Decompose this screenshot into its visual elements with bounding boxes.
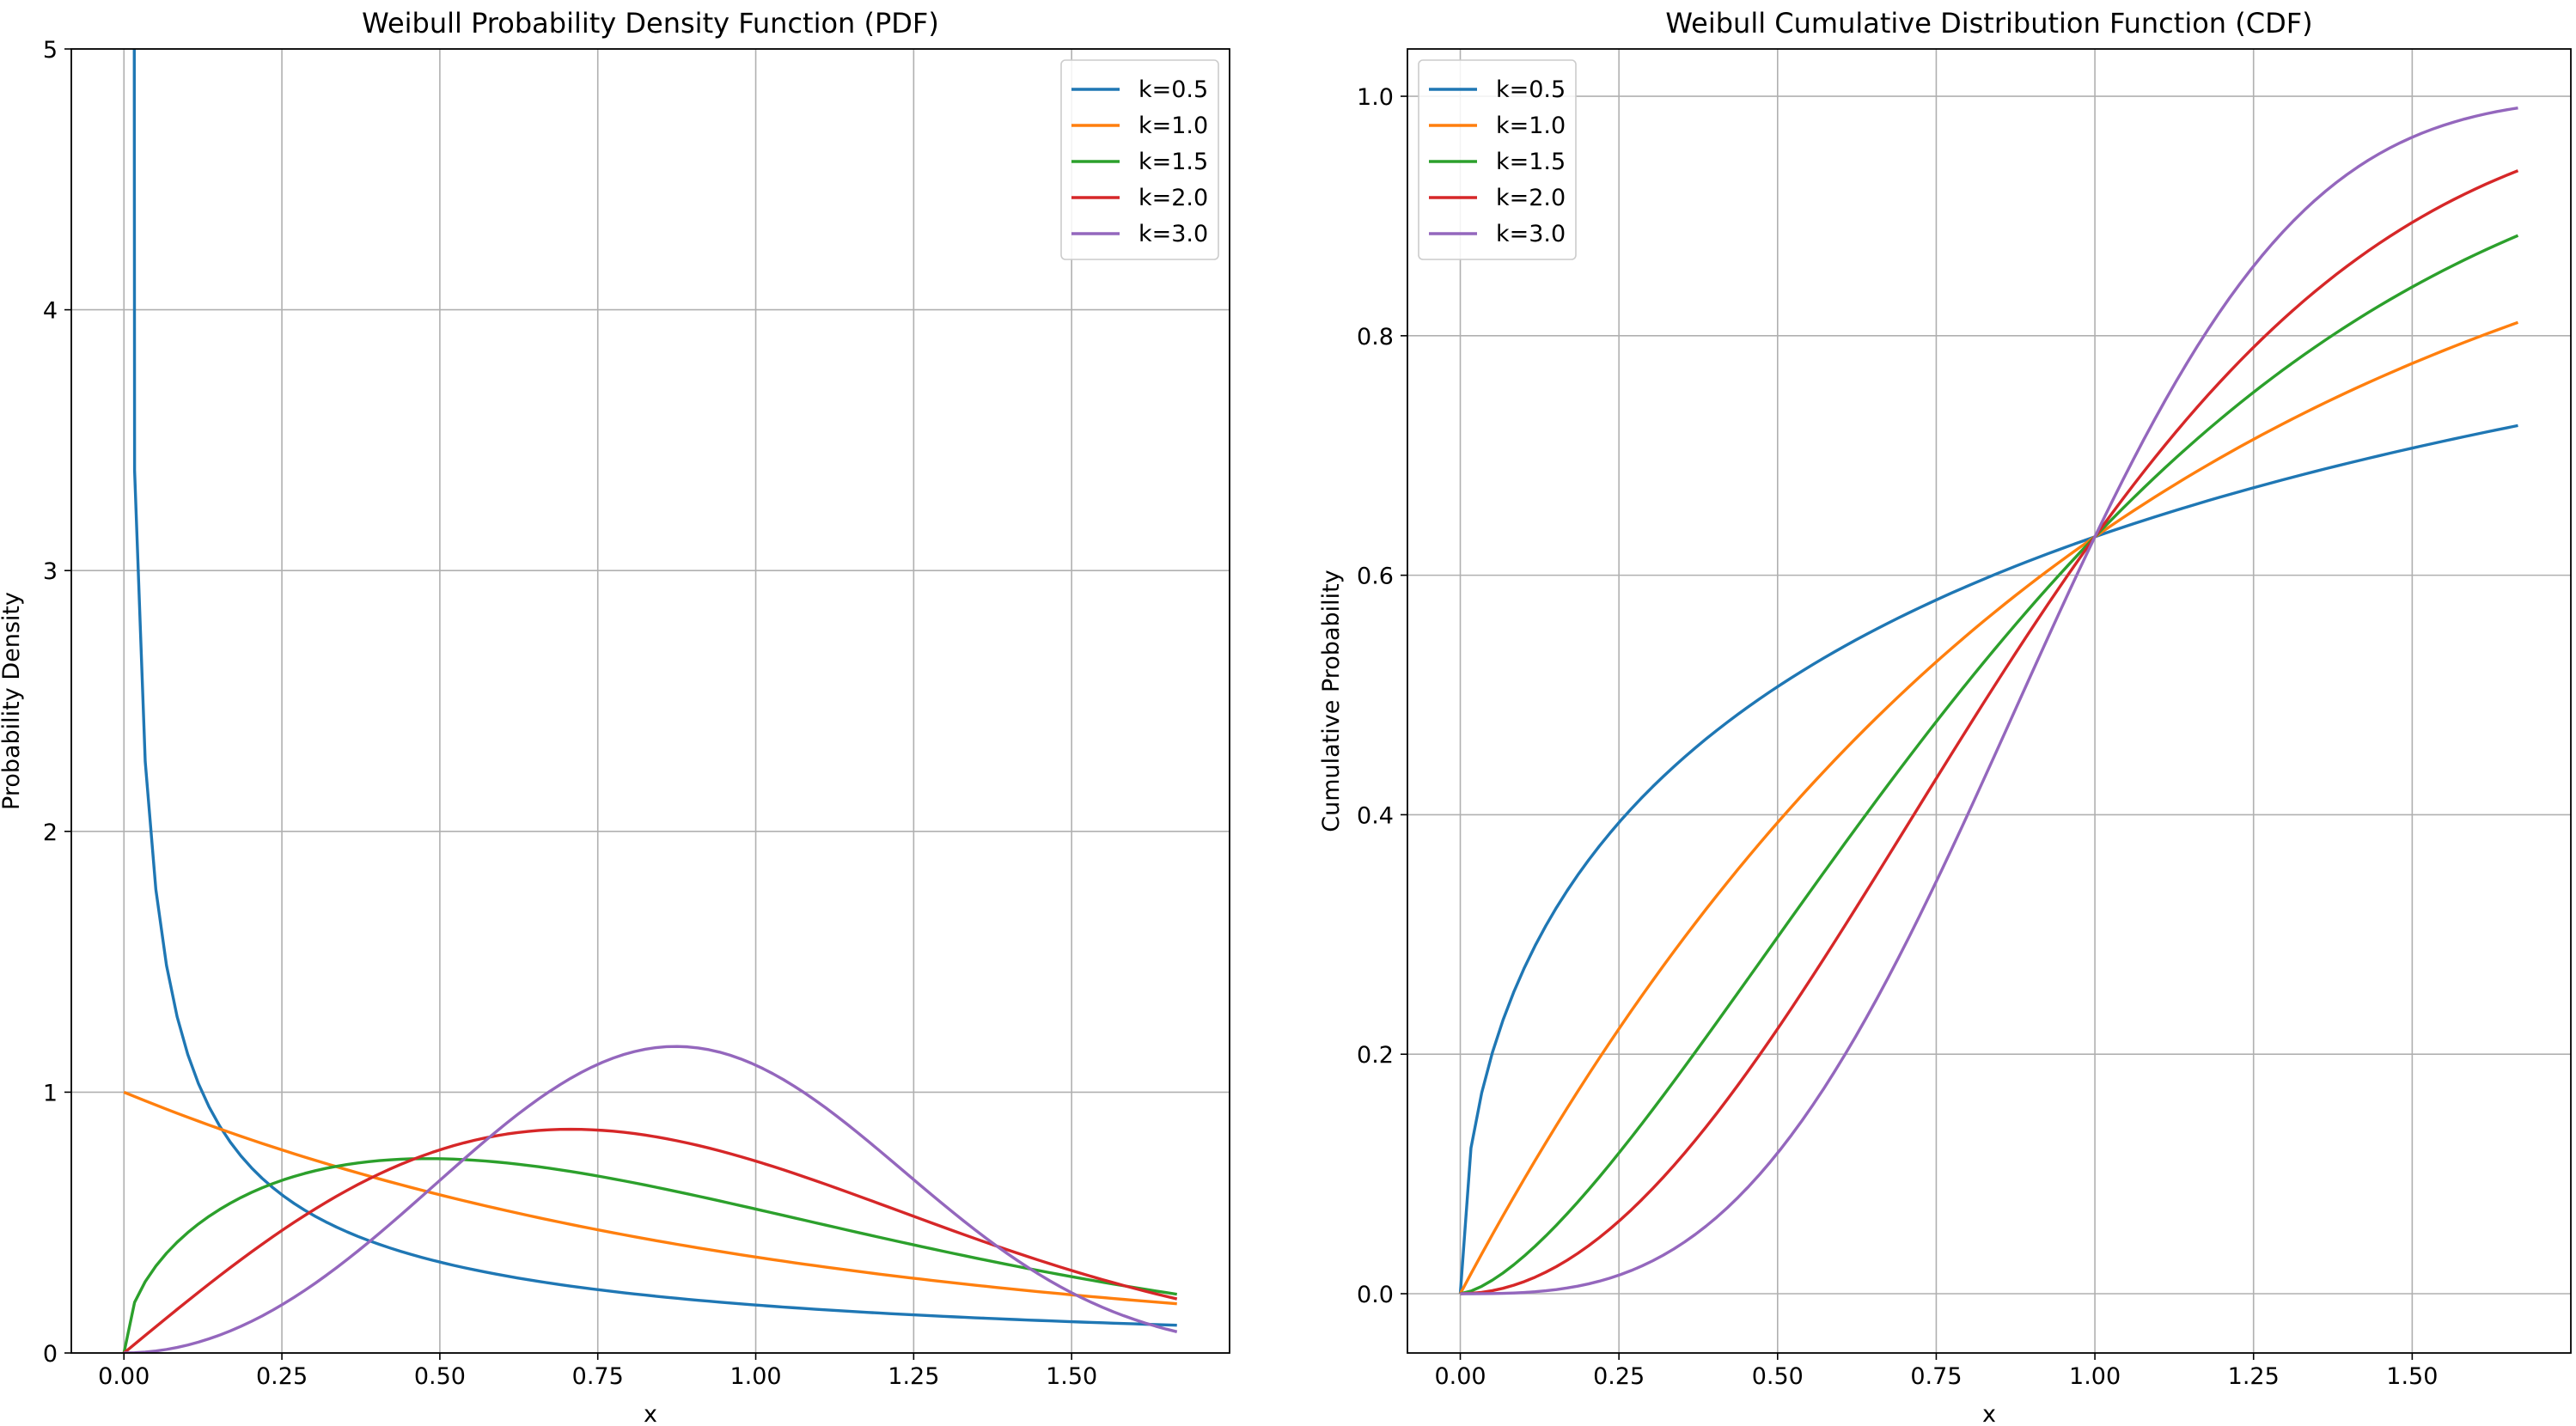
- x-axis-label: x: [644, 1401, 657, 1426]
- series-line-k-1-5: [1460, 234, 2519, 1295]
- cdf-panel: 0.00 0.25 0.50 0.75 1.00 1.25 1.50 0.0 0.2 0.4 0.6…: [1318, 7, 2572, 1426]
- series-line-k-1-5: [122, 1157, 1178, 1353]
- x-tick-label: 1.00: [729, 1363, 781, 1390]
- y-tick-label: 0: [43, 1341, 58, 1368]
- legend-label: k=3.0: [1496, 221, 1566, 247]
- y-tick-label: 0.0: [1357, 1282, 1394, 1308]
- series-line-k-3-0: [124, 1045, 1178, 1353]
- x-tick-label: 1.25: [2228, 1363, 2280, 1390]
- legend-label: k=2.0: [1496, 185, 1566, 211]
- x-tick-label: 1.00: [2069, 1363, 2121, 1390]
- y-tick-label: 0.2: [1357, 1042, 1394, 1069]
- y-axis-label: Cumulative Probability: [1318, 570, 1345, 832]
- y-tick-label: 0.6: [1357, 564, 1394, 590]
- legend-label: k=1.0: [1138, 113, 1208, 139]
- y-tick-label: 2: [43, 820, 58, 846]
- y-tick-label: 3: [43, 558, 58, 585]
- series-line-k-0-5: [132, 49, 1177, 1327]
- x-tick-label: 0.25: [1593, 1363, 1645, 1390]
- legend-label: k=1.0: [1496, 113, 1566, 139]
- legend: k=0.5 k=1.0 k=1.5 k=2.0 k=3.0: [1060, 59, 1219, 260]
- legend: k=0.5 k=1.0 k=1.5 k=2.0 k=3.0: [1418, 59, 1577, 260]
- x-tick-label: 1.50: [1046, 1363, 1097, 1390]
- axes-frame: [1407, 48, 2572, 1354]
- legend-label: k=3.0: [1138, 221, 1208, 247]
- y-tick-label: 4: [43, 298, 58, 325]
- y-tick-label: 5: [43, 37, 58, 64]
- legend-label: k=1.5: [1138, 149, 1208, 175]
- x-tick-label: 1.50: [2386, 1363, 2438, 1390]
- legend-label: k=2.0: [1138, 185, 1208, 211]
- x-tick-label: 0.25: [256, 1363, 308, 1390]
- series-line-k-1-0: [1459, 320, 2519, 1295]
- pdf-panel: 0.00 0.25 0.50 0.75 1.00 1.25 1.50 0 1 2 3 4 5 Weibul…: [0, 7, 1230, 1426]
- series-line-k-2-0: [1460, 169, 2519, 1295]
- x-tick-label: 0.50: [1752, 1363, 1804, 1390]
- series-lines: [122, 49, 1178, 1353]
- axes-frame: [70, 48, 1230, 1354]
- series-lines: [1458, 106, 2519, 1295]
- x-tick-label: 1.25: [888, 1363, 939, 1390]
- x-axis-label: x: [1982, 1401, 1996, 1426]
- x-tick-label: 0.00: [1434, 1363, 1486, 1390]
- x-tick-label: 0.75: [1910, 1363, 1962, 1390]
- x-tick-label: 0.75: [572, 1363, 624, 1390]
- legend-label: k=0.5: [1138, 76, 1208, 103]
- chart-title: Weibull Cumulative Distribution Function…: [1665, 7, 2312, 40]
- y-axis-label: Probability Density: [0, 592, 25, 810]
- y-tick-label: 1.0: [1357, 84, 1394, 111]
- series-line-k-0-5: [1458, 424, 2518, 1295]
- x-tick-label: 0.00: [98, 1363, 150, 1390]
- legend-label: k=1.5: [1496, 149, 1566, 175]
- legend-box: [1060, 59, 1219, 260]
- series-line-k-1-0: [123, 1090, 1177, 1306]
- grid: [1407, 49, 2571, 1353]
- y-tick-label: 0.8: [1357, 324, 1394, 350]
- y-tick-label: 1: [43, 1080, 58, 1106]
- x-tick-label: 0.50: [414, 1363, 466, 1390]
- y-tick-label: 0.4: [1357, 802, 1394, 829]
- chart-title: Weibull Probability Density Function (PD…: [362, 7, 939, 40]
- legend-label: k=0.5: [1496, 76, 1566, 103]
- series-line-k-3-0: [1460, 106, 2518, 1295]
- legend-box: [1418, 59, 1577, 260]
